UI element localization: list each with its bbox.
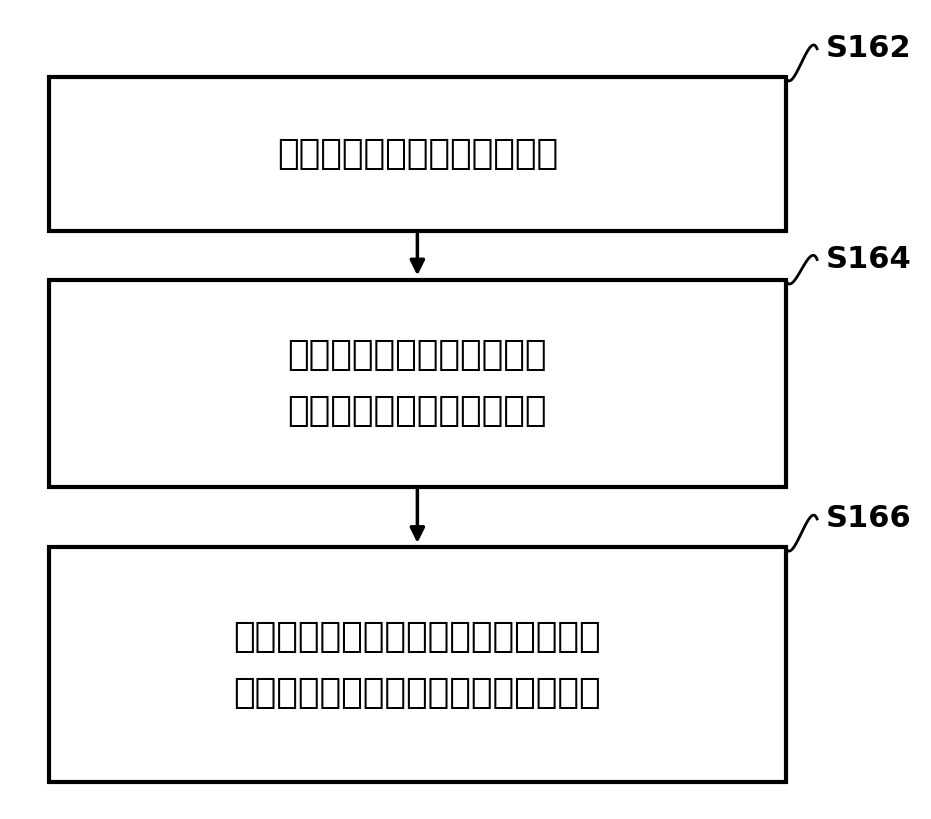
Text: S164: S164 bbox=[826, 245, 911, 274]
Bar bbox=[49, 77, 786, 231]
Text: 获取焊接装置以及夹紧平台
在空间坐标系中的初始位置: 获取焊接装置以及夹紧平台 在空间坐标系中的初始位置 bbox=[288, 338, 547, 428]
Bar bbox=[49, 547, 786, 782]
Text: 基于焊接装置建立空间坐标系: 基于焊接装置建立空间坐标系 bbox=[277, 137, 558, 171]
Text: 根据初始位置、焊接位置以及焊接角度
确定焊接装置以及夹紧平台的移动轨迹: 根据初始位置、焊接位置以及焊接角度 确定焊接装置以及夹紧平台的移动轨迹 bbox=[234, 620, 601, 709]
Bar bbox=[49, 280, 786, 486]
Text: S166: S166 bbox=[826, 505, 911, 533]
Text: S162: S162 bbox=[826, 34, 911, 63]
